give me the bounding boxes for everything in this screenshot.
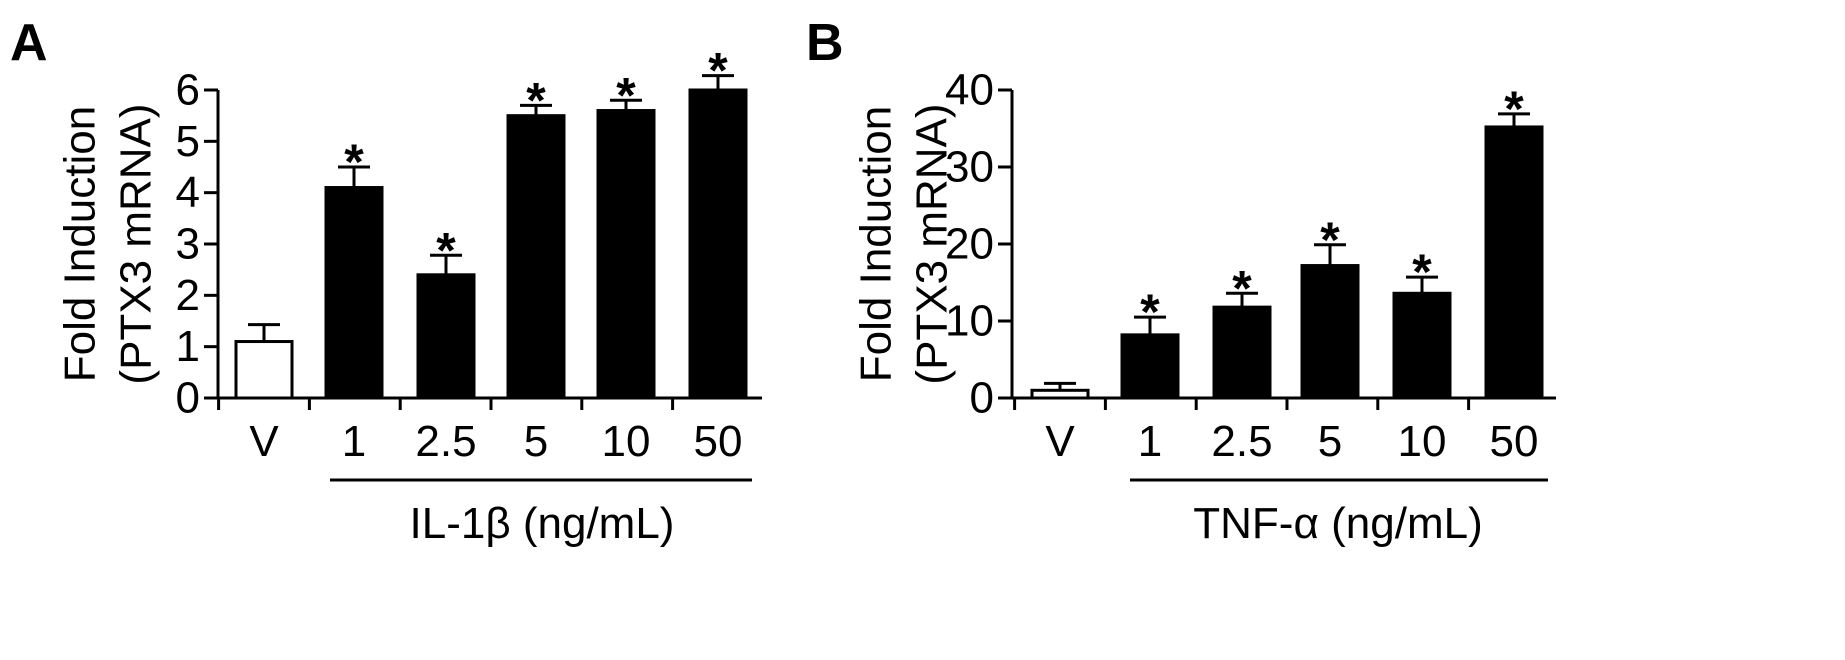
y-tick-label: 20 — [945, 220, 994, 269]
significance-star: * — [1504, 81, 1524, 137]
y-tick-label: 4 — [176, 168, 200, 217]
y-tick-label: 30 — [945, 143, 994, 192]
x-category-label: V — [1045, 417, 1075, 466]
panel-letter: A — [10, 14, 48, 72]
significance-star: * — [526, 72, 546, 128]
bar-5 — [506, 114, 566, 400]
x-category-label: 1 — [1138, 417, 1162, 466]
bar-1 — [1120, 333, 1180, 400]
y-tick-label: 1 — [176, 322, 200, 371]
significance-star: * — [344, 134, 364, 190]
bar-V — [1030, 388, 1090, 400]
y-axis-title: (PTX3 mRNA) — [112, 103, 161, 384]
significance-star: * — [1140, 284, 1160, 340]
significance-star: * — [436, 222, 456, 278]
x-category-label: 5 — [1318, 417, 1342, 466]
bar-50 — [1484, 125, 1544, 400]
x-category-label: 2.5 — [415, 417, 476, 466]
x-category-label: 2.5 — [1211, 417, 1272, 466]
y-axis-title: Fold Induction — [56, 106, 105, 382]
significance-star: * — [616, 67, 636, 123]
y-axis-title: (PTX3 mRNA) — [908, 103, 957, 384]
significance-star: * — [708, 43, 728, 99]
significance-star: * — [1232, 260, 1252, 316]
y-axis-title: Fold Induction — [852, 106, 901, 382]
x-category-label: 10 — [602, 417, 651, 466]
bar-10 — [1392, 291, 1452, 400]
x-category-label: 50 — [694, 417, 743, 466]
y-tick-label: 2 — [176, 271, 200, 320]
y-tick-label: 3 — [176, 220, 200, 269]
x-category-label: 5 — [524, 417, 548, 466]
x-group-label: IL-1β (ng/mL) — [410, 499, 675, 548]
x-category-label: 10 — [1398, 417, 1447, 466]
y-tick-label: 10 — [945, 297, 994, 346]
bar-10 — [596, 109, 656, 400]
bar-1 — [324, 186, 384, 400]
bar-2-5 — [416, 273, 476, 400]
x-category-label: 1 — [342, 417, 366, 466]
y-tick-label: 5 — [176, 117, 200, 166]
bar-2-5 — [1212, 305, 1272, 400]
y-tick-label: 0 — [176, 374, 200, 423]
y-tick-label: 40 — [945, 66, 994, 115]
bar-V — [234, 340, 294, 400]
bar-5 — [1300, 264, 1360, 400]
x-group-label: TNF-α (ng/mL) — [1193, 499, 1482, 548]
significance-star: * — [1320, 212, 1340, 268]
x-category-label: V — [249, 417, 279, 466]
y-tick-label: 6 — [176, 66, 200, 115]
panel-letter: B — [806, 14, 844, 72]
bar-50 — [688, 88, 748, 400]
y-tick-label: 0 — [970, 374, 994, 423]
x-category-label: 50 — [1490, 417, 1539, 466]
significance-star: * — [1412, 244, 1432, 300]
